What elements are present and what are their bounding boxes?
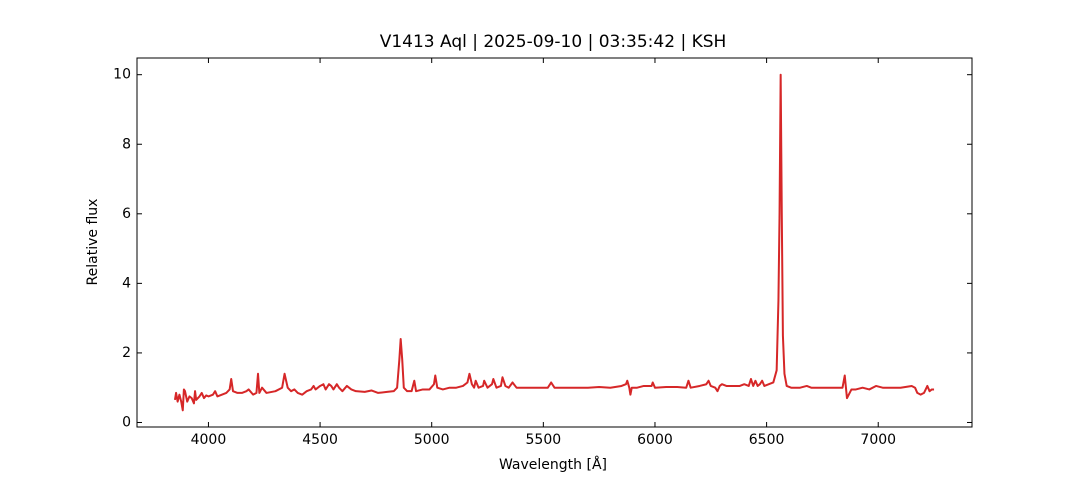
spectrum-line xyxy=(173,73,935,412)
y-tick-label: 0 xyxy=(122,414,131,430)
y-tick-label: 8 xyxy=(122,136,131,152)
y-tick-label: 6 xyxy=(122,206,131,222)
plot-frame xyxy=(136,57,973,428)
x-tick-label: 5500 xyxy=(526,432,562,448)
chart-title: V1413 Aql | 2025-09-10 | 03:35:42 | KSH xyxy=(380,32,727,52)
x-tick-label: 5000 xyxy=(414,432,450,448)
x-tick-label: 4000 xyxy=(191,432,227,448)
x-tick-label: 6500 xyxy=(749,432,785,448)
x-tick-label: 4500 xyxy=(302,432,338,448)
y-tick-label: 2 xyxy=(122,345,131,361)
x-axis-label: Wavelength [Å] xyxy=(499,456,607,473)
x-tick-label: 6000 xyxy=(637,432,673,448)
y-axis-label: Relative flux xyxy=(85,199,101,286)
x-tick-label: 7000 xyxy=(860,432,896,448)
y-tick-label: 10 xyxy=(113,67,131,83)
y-tick-label: 4 xyxy=(122,275,131,291)
